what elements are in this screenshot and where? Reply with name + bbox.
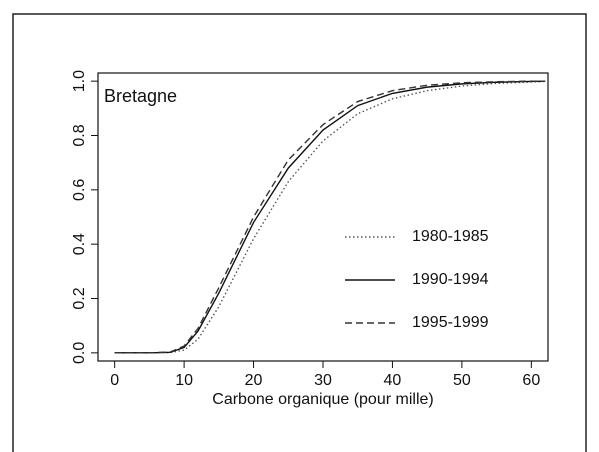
series-line: [114, 80, 546, 354]
x-tick-label: 10: [175, 372, 193, 389]
x-tick-label: 50: [453, 372, 471, 389]
y-tick-label: 0.2: [71, 287, 88, 309]
y-tick-label: 0.6: [71, 179, 88, 201]
x-tick-label: 60: [522, 372, 540, 389]
legend-label: 1995-1999: [412, 314, 489, 331]
x-tick-label: 40: [384, 372, 402, 389]
series-line: [114, 80, 546, 354]
x-tick-label: 30: [314, 372, 332, 389]
x-tick-label: 20: [245, 372, 263, 389]
x-tick-label: 0: [110, 372, 119, 389]
y-tick-label: 0.4: [71, 233, 88, 255]
y-tick-label: 0.0: [71, 342, 88, 364]
frame: [12, 13, 587, 452]
y-tick-label: 0.8: [71, 124, 88, 146]
annotation: Bretagne: [104, 86, 177, 106]
legend-label: 1980-1985: [412, 228, 489, 245]
y-tick-label: 1.0: [71, 70, 88, 92]
series-line: [114, 80, 546, 354]
legend-label: 1990-1994: [412, 271, 489, 288]
x-axis-label: Carbone organique (pour mille): [212, 391, 433, 408]
